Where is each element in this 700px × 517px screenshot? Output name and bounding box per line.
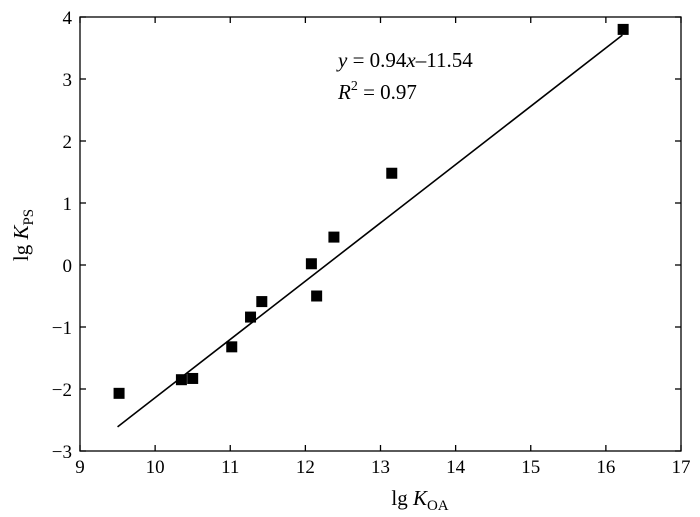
y-tick-label: −1 <box>52 318 72 339</box>
y-tick-label: 4 <box>63 8 73 29</box>
x-tick-label: 15 <box>521 457 540 478</box>
x-tick-label: 13 <box>371 457 390 478</box>
y-tick-label: −2 <box>52 380 72 401</box>
axis-ticks <box>79 16 682 452</box>
data-point <box>386 167 398 179</box>
x-tick-labels: 9 10 11 12 13 14 15 16 17 <box>75 457 690 478</box>
y-tick-label: 3 <box>63 70 73 91</box>
y-tick-label: −3 <box>52 442 72 463</box>
data-point <box>113 387 125 399</box>
y-tick-label: 1 <box>63 194 73 215</box>
x-tick-label: 14 <box>446 457 466 478</box>
y-tick-labels: 4 3 2 1 0 −1 −2 −3 <box>52 8 73 463</box>
y-tick-label: 0 <box>63 256 73 277</box>
x-tick-label: 12 <box>296 457 315 478</box>
data-point <box>328 231 340 243</box>
fit-equation: y = 0.94x–11.54 <box>336 48 473 72</box>
data-point <box>256 296 268 308</box>
x-tick-label: 10 <box>146 457 165 478</box>
x-tick-label: 11 <box>221 457 239 478</box>
data-point <box>245 311 257 323</box>
data-point <box>226 341 238 353</box>
data-points <box>113 23 629 399</box>
data-point <box>187 372 199 384</box>
x-axis-label: lg KOA <box>391 486 448 514</box>
x-tick-label: 9 <box>75 457 85 478</box>
y-tick-label: 2 <box>63 132 73 153</box>
x-tick-label: 16 <box>596 457 615 478</box>
x-tick-label: 17 <box>672 457 691 478</box>
data-point <box>311 290 323 302</box>
data-point <box>175 374 187 386</box>
data-point <box>305 258 317 270</box>
y-axis-label: lg KPS <box>9 209 37 261</box>
data-point <box>617 23 629 35</box>
regression-line <box>117 34 623 428</box>
r-squared: R2 = 0.97 <box>337 79 417 104</box>
